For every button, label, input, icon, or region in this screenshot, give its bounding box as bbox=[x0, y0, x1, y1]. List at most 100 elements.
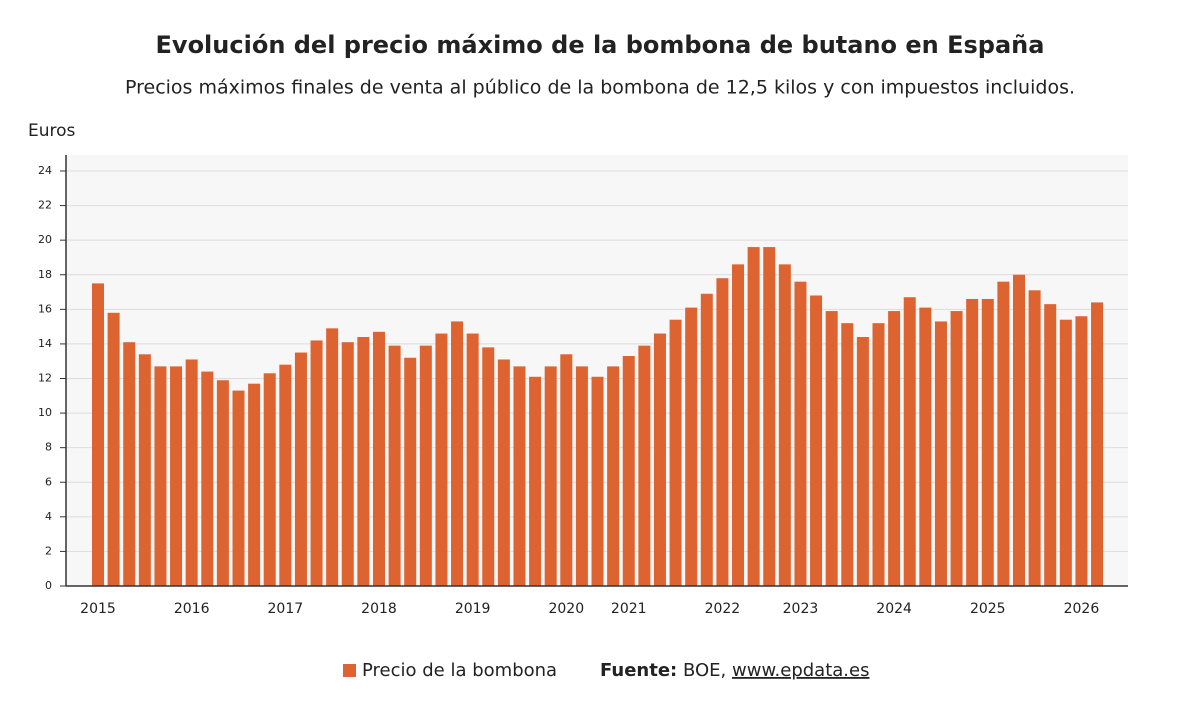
bar bbox=[451, 321, 464, 586]
y-tick-label: 8 bbox=[45, 441, 52, 454]
bar bbox=[934, 321, 947, 586]
bar bbox=[92, 283, 105, 586]
bar bbox=[466, 333, 479, 586]
bar bbox=[685, 307, 698, 586]
x-tick-label: 2022 bbox=[705, 601, 741, 617]
bar bbox=[419, 345, 432, 586]
bar bbox=[903, 297, 916, 586]
source: Fuente: BOE, www.epdata.es bbox=[600, 660, 869, 681]
bar bbox=[248, 383, 261, 586]
bar bbox=[810, 295, 823, 586]
bar bbox=[435, 333, 448, 586]
bar bbox=[716, 278, 729, 586]
bar bbox=[638, 345, 651, 586]
x-tick-label: 2017 bbox=[268, 601, 304, 617]
bar bbox=[997, 281, 1010, 586]
y-tick-label: 10 bbox=[38, 406, 52, 419]
x-tick-label: 2018 bbox=[361, 601, 397, 617]
legend-swatch bbox=[343, 664, 356, 677]
source-link[interactable]: www.epdata.es bbox=[732, 660, 869, 681]
y-axis-label: Euros bbox=[28, 121, 76, 141]
bar bbox=[388, 345, 401, 586]
x-tick-label: 2015 bbox=[80, 601, 116, 617]
y-tick-label: 6 bbox=[45, 475, 52, 488]
x-tick-label: 2016 bbox=[174, 601, 210, 617]
bar bbox=[841, 323, 854, 586]
bar bbox=[279, 364, 292, 586]
bar bbox=[497, 359, 510, 586]
bar bbox=[1059, 319, 1072, 586]
y-tick-label: 18 bbox=[38, 268, 52, 281]
bar bbox=[919, 307, 932, 586]
bar bbox=[732, 264, 745, 586]
x-tick-label: 2026 bbox=[1064, 601, 1100, 617]
bar bbox=[560, 354, 573, 586]
bar bbox=[154, 366, 167, 586]
legend-label: Precio de la bombona bbox=[362, 660, 557, 681]
x-tick-label: 2024 bbox=[876, 601, 912, 617]
bar bbox=[747, 247, 760, 587]
bar bbox=[482, 347, 495, 586]
y-tick-label: 12 bbox=[38, 372, 52, 385]
bar bbox=[778, 264, 791, 586]
bar bbox=[310, 340, 323, 586]
bar bbox=[700, 293, 713, 586]
y-tick-label: 22 bbox=[38, 199, 52, 212]
x-tick-label: 2021 bbox=[611, 601, 647, 617]
bar bbox=[856, 337, 869, 586]
bar bbox=[263, 373, 276, 586]
y-tick-label: 20 bbox=[38, 233, 52, 246]
y-tick-label: 14 bbox=[38, 337, 52, 350]
x-tick-label: 2020 bbox=[548, 601, 584, 617]
bar bbox=[107, 312, 120, 586]
bar bbox=[201, 371, 214, 586]
bar bbox=[1012, 274, 1025, 586]
bar bbox=[981, 298, 994, 586]
y-tick-label: 4 bbox=[45, 510, 52, 523]
x-tick-label: 2023 bbox=[783, 601, 819, 617]
bar bbox=[591, 376, 604, 586]
bar bbox=[622, 356, 635, 586]
bar bbox=[872, 323, 885, 586]
bar bbox=[170, 366, 183, 586]
bar bbox=[888, 311, 901, 586]
bar bbox=[575, 366, 588, 586]
bar bbox=[763, 247, 776, 587]
chart-title: Evolución del precio máximo de la bombon… bbox=[156, 31, 1045, 59]
bar bbox=[825, 311, 838, 586]
bar bbox=[1044, 304, 1057, 586]
bar bbox=[950, 311, 963, 586]
bar bbox=[341, 342, 354, 586]
bar bbox=[669, 319, 682, 586]
bar bbox=[529, 376, 542, 586]
bar bbox=[653, 333, 666, 586]
bar bbox=[607, 366, 620, 586]
y-tick-label: 0 bbox=[45, 579, 52, 592]
bar bbox=[357, 337, 370, 586]
y-tick-label: 24 bbox=[38, 164, 52, 177]
bar bbox=[372, 331, 385, 586]
bar bbox=[544, 366, 557, 586]
chart-subtitle: Precios máximos finales de venta al públ… bbox=[125, 77, 1075, 99]
bar bbox=[513, 366, 526, 586]
bar bbox=[966, 298, 979, 586]
y-tick-label: 16 bbox=[38, 302, 52, 315]
bar bbox=[1075, 316, 1088, 586]
bar bbox=[1028, 290, 1041, 586]
bar bbox=[794, 281, 807, 586]
bar bbox=[1091, 302, 1104, 586]
x-tick-label: 2025 bbox=[970, 601, 1006, 617]
bar bbox=[185, 359, 198, 586]
bar bbox=[404, 357, 417, 586]
source-label: Fuente: bbox=[600, 660, 677, 681]
y-tick-label: 2 bbox=[45, 544, 52, 557]
source-text: BOE, bbox=[683, 660, 726, 681]
x-tick-label: 2019 bbox=[455, 601, 491, 617]
bar bbox=[326, 328, 339, 586]
bar bbox=[138, 354, 151, 586]
bar bbox=[232, 390, 245, 586]
bar bbox=[294, 352, 307, 586]
bar bbox=[123, 342, 136, 586]
bar bbox=[216, 380, 229, 586]
